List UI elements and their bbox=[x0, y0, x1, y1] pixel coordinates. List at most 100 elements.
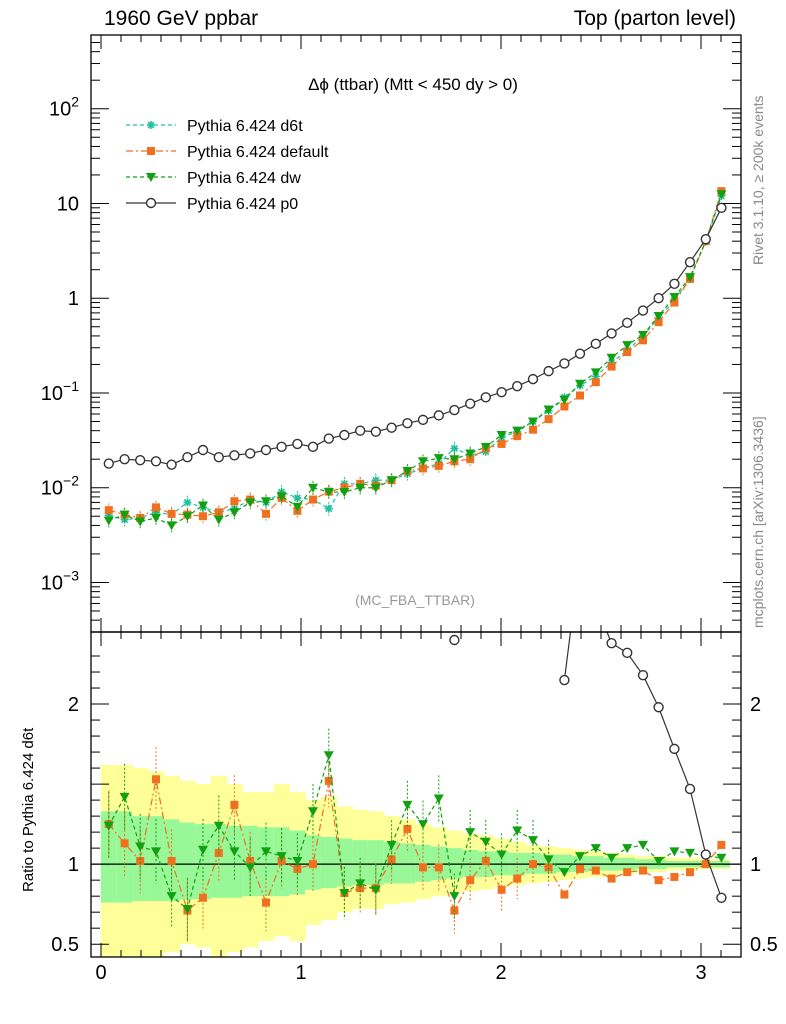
chart-title: Δϕ (ttbar) (Mtt < 450 dy > 0) bbox=[308, 75, 518, 94]
data-point bbox=[261, 497, 271, 507]
legend-label: Pythia 6.424 p0 bbox=[187, 196, 298, 213]
data-point bbox=[559, 395, 570, 405]
ratio-point bbox=[607, 874, 616, 883]
data-point bbox=[433, 454, 444, 464]
data-point bbox=[276, 492, 287, 502]
data-point bbox=[576, 391, 584, 400]
series-0 bbox=[104, 191, 726, 527]
series-line bbox=[108, 207, 722, 466]
data-point bbox=[260, 444, 272, 456]
data-point bbox=[276, 441, 287, 453]
data-point bbox=[480, 392, 491, 403]
data-point bbox=[669, 293, 680, 303]
ratio-point bbox=[466, 876, 475, 885]
ratio-point bbox=[119, 792, 130, 802]
data-point bbox=[496, 386, 507, 398]
data-point bbox=[308, 483, 318, 493]
data-point bbox=[654, 318, 663, 327]
ratio-point bbox=[528, 836, 538, 846]
ratio-point bbox=[152, 775, 160, 784]
data-point bbox=[262, 509, 270, 518]
band-inner bbox=[415, 844, 432, 882]
ratio-point bbox=[576, 552, 585, 561]
data-point bbox=[560, 402, 569, 411]
data-point bbox=[684, 256, 696, 268]
data-point bbox=[653, 311, 664, 321]
data-point bbox=[292, 502, 303, 512]
legend-marker bbox=[147, 121, 155, 129]
ratio-point bbox=[465, 828, 476, 838]
ratio-y-tick-label: 0.5 bbox=[51, 934, 79, 956]
ratio-point bbox=[418, 820, 428, 830]
ratio-point bbox=[591, 600, 600, 609]
ratio-point bbox=[638, 840, 648, 850]
data-point bbox=[182, 512, 193, 522]
ratio-point bbox=[543, 855, 554, 865]
ratio-point bbox=[136, 856, 145, 865]
data-point bbox=[386, 476, 397, 486]
ratio-point bbox=[669, 743, 680, 755]
legend-marker bbox=[147, 147, 155, 155]
data-point bbox=[402, 467, 413, 477]
data-point bbox=[213, 515, 224, 525]
data-point bbox=[135, 517, 146, 527]
data-point bbox=[197, 444, 209, 456]
ratio-point bbox=[544, 863, 553, 872]
band-inner bbox=[430, 846, 448, 881]
data-point bbox=[419, 464, 427, 473]
ratio-point bbox=[293, 864, 302, 873]
ratio-point bbox=[151, 847, 161, 857]
data-point bbox=[340, 483, 349, 492]
band-inner bbox=[367, 840, 385, 885]
data-point bbox=[590, 368, 601, 378]
data-point bbox=[496, 431, 507, 441]
data-point bbox=[513, 432, 522, 441]
data-point bbox=[465, 398, 476, 409]
ratio-series-2 bbox=[449, 552, 727, 903]
data-point bbox=[544, 415, 553, 424]
data-point bbox=[574, 348, 586, 359]
data-point bbox=[529, 425, 537, 434]
ratio-point bbox=[198, 845, 208, 855]
data-point bbox=[182, 451, 193, 463]
ratio-point bbox=[639, 866, 647, 875]
data-point bbox=[103, 516, 114, 526]
ratio-point bbox=[309, 860, 317, 869]
band-inner bbox=[336, 838, 353, 887]
ratio-point bbox=[276, 852, 287, 862]
band-inner bbox=[116, 811, 134, 903]
ratio-point bbox=[433, 794, 444, 804]
data-point bbox=[339, 429, 350, 441]
band-inner bbox=[399, 843, 416, 884]
data-point bbox=[213, 451, 225, 463]
ratio-point bbox=[449, 634, 460, 646]
data-point bbox=[480, 442, 491, 452]
x-tick-label: 1 bbox=[295, 962, 306, 984]
data-point bbox=[418, 457, 428, 467]
data-point bbox=[119, 453, 130, 465]
ratio-point bbox=[103, 821, 114, 831]
ratio-point bbox=[230, 800, 239, 809]
data-point bbox=[120, 515, 129, 524]
ratio-point bbox=[669, 847, 680, 857]
series-3 bbox=[103, 202, 727, 470]
data-point bbox=[606, 328, 617, 339]
ratio-point bbox=[246, 856, 255, 865]
ratio-point bbox=[590, 844, 601, 854]
data-point bbox=[434, 461, 443, 470]
ratio-frame bbox=[90, 631, 742, 958]
legend-label: Pythia 6.424 dw bbox=[187, 170, 301, 187]
ratio-point bbox=[355, 879, 366, 889]
data-point bbox=[134, 455, 146, 466]
legend-marker bbox=[145, 197, 157, 209]
data-point bbox=[166, 459, 177, 470]
ratio-point bbox=[245, 863, 256, 873]
series-1 bbox=[104, 187, 726, 525]
data-point bbox=[214, 508, 223, 517]
band-inner bbox=[210, 824, 228, 898]
ratio-point bbox=[653, 856, 664, 866]
data-point bbox=[199, 512, 207, 521]
data-point bbox=[670, 298, 679, 307]
data-point bbox=[527, 373, 539, 385]
ratio-point bbox=[686, 868, 694, 877]
